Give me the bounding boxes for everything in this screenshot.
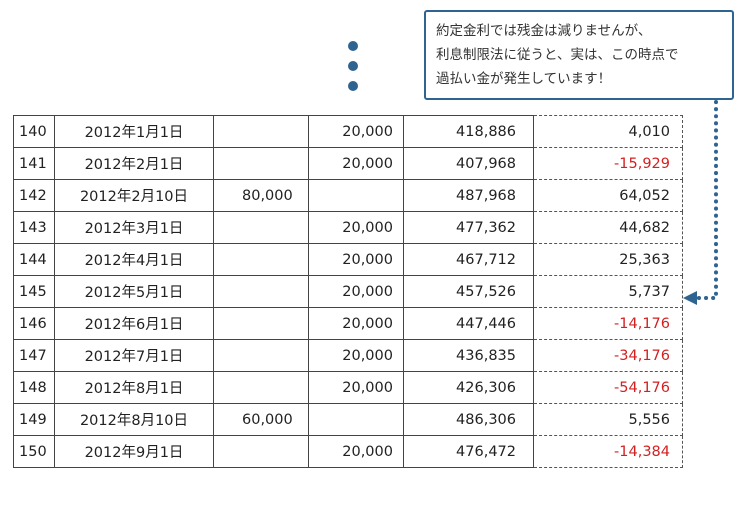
overpayment-cell: -34,176 <box>533 339 683 372</box>
balance-cell: 447,446 <box>403 307 534 340</box>
row-number-cell: 144 <box>13 243 55 276</box>
borrowing-cell <box>213 275 309 308</box>
table-row: 147 2012年7月1日 20,000 436,835 -34,176 <box>13 339 683 372</box>
borrowing-cell <box>213 211 309 244</box>
overpayment-cell: -14,384 <box>533 435 683 468</box>
table-row: 150 2012年9月1日 20,000 476,472 -14,384 <box>13 435 683 468</box>
table-row: 148 2012年8月1日 20,000 426,306 -54,176 <box>13 371 683 404</box>
row-number-cell: 145 <box>13 275 55 308</box>
borrowing-cell <box>213 307 309 340</box>
row-number-cell: 146 <box>13 307 55 340</box>
date-cell: 2012年1月1日 <box>54 115 214 148</box>
overpayment-cell: 5,556 <box>533 403 683 436</box>
date-cell: 2012年6月1日 <box>54 307 214 340</box>
balance-cell: 487,968 <box>403 179 534 212</box>
date-cell: 2012年2月1日 <box>54 147 214 180</box>
payment-cell: 20,000 <box>308 307 404 340</box>
overpayment-cell: -15,929 <box>533 147 683 180</box>
table-row: 142 2012年2月10日 80,000 487,968 64,052 <box>13 179 683 212</box>
overpayment-cell: 4,010 <box>533 115 683 148</box>
table-row: 149 2012年8月10日 60,000 486,306 5,556 <box>13 403 683 436</box>
callout-box: 約定金利では残金は減りませんが、 利息制限法に従うと、実は、この時点で 過払い金… <box>424 10 734 100</box>
row-number-cell: 148 <box>13 371 55 404</box>
date-cell: 2012年4月1日 <box>54 243 214 276</box>
connector-line <box>694 100 718 300</box>
borrowing-cell <box>213 147 309 180</box>
balance-cell: 436,835 <box>403 339 534 372</box>
table-row: 145 2012年5月1日 20,000 457,526 5,737 <box>13 275 683 308</box>
date-cell: 2012年5月1日 <box>54 275 214 308</box>
borrowing-cell: 60,000 <box>213 403 309 436</box>
row-number-cell: 149 <box>13 403 55 436</box>
date-cell: 2012年9月1日 <box>54 435 214 468</box>
balance-cell: 477,362 <box>403 211 534 244</box>
table-body: 140 2012年1月1日 20,000 418,886 4,010 141 2012年2月… <box>13 115 683 468</box>
balance-cell: 476,472 <box>403 435 534 468</box>
payment-cell: 20,000 <box>308 435 404 468</box>
payment-cell: 20,000 <box>308 211 404 244</box>
ellipsis-dot <box>348 81 358 91</box>
table-row: 143 2012年3月1日 20,000 477,362 44,682 <box>13 211 683 244</box>
table-row: 141 2012年2月1日 20,000 407,968 -15,929 <box>13 147 683 180</box>
payment-cell: 20,000 <box>308 115 404 148</box>
overpayment-cell: -54,176 <box>533 371 683 404</box>
date-cell: 2012年7月1日 <box>54 339 214 372</box>
balance-cell: 418,886 <box>403 115 534 148</box>
callout-line: 約定金利では残金は減りませんが、 <box>436 23 652 39</box>
table-row: 144 2012年4月1日 20,000 467,712 25,363 <box>13 243 683 276</box>
ellipsis-dot <box>348 61 358 71</box>
callout-line: 利息制限法に従うと、実は、この時点で <box>436 47 679 63</box>
callout-line: 過払い金が発生しています！ <box>436 71 612 87</box>
borrowing-cell <box>213 243 309 276</box>
balance-cell: 426,306 <box>403 371 534 404</box>
payment-cell: 20,000 <box>308 243 404 276</box>
date-cell: 2012年3月1日 <box>54 211 214 244</box>
row-number-cell: 142 <box>13 179 55 212</box>
payment-cell <box>308 403 404 436</box>
payment-cell: 20,000 <box>308 339 404 372</box>
table-row: 146 2012年6月1日 20,000 447,446 -14,176 <box>13 307 683 340</box>
payment-cell: 20,000 <box>308 371 404 404</box>
row-number-cell: 143 <box>13 211 55 244</box>
payment-cell: 20,000 <box>308 147 404 180</box>
arrow-left-icon <box>683 291 697 305</box>
date-cell: 2012年8月1日 <box>54 371 214 404</box>
payment-cell: 20,000 <box>308 275 404 308</box>
borrowing-cell <box>213 339 309 372</box>
borrowing-cell: 80,000 <box>213 179 309 212</box>
overpayment-cell: 25,363 <box>533 243 683 276</box>
row-number-cell: 140 <box>13 115 55 148</box>
ellipsis-dot <box>348 41 358 51</box>
date-cell: 2012年8月10日 <box>54 403 214 436</box>
overpayment-cell: 5,737 <box>533 275 683 308</box>
overpayment-cell: -14,176 <box>533 307 683 340</box>
overpayment-cell: 64,052 <box>533 179 683 212</box>
borrowing-cell <box>213 435 309 468</box>
overpayment-cell: 44,682 <box>533 211 683 244</box>
payment-cell <box>308 179 404 212</box>
balance-cell: 457,526 <box>403 275 534 308</box>
balance-cell: 407,968 <box>403 147 534 180</box>
row-number-cell: 141 <box>13 147 55 180</box>
row-number-cell: 150 <box>13 435 55 468</box>
date-cell: 2012年2月10日 <box>54 179 214 212</box>
balance-cell: 467,712 <box>403 243 534 276</box>
borrowing-cell <box>213 115 309 148</box>
table-row: 140 2012年1月1日 20,000 418,886 4,010 <box>13 115 683 148</box>
row-number-cell: 147 <box>13 339 55 372</box>
balance-cell: 486,306 <box>403 403 534 436</box>
borrowing-cell <box>213 371 309 404</box>
payment-history-table: 140 2012年1月1日 20,000 418,886 4,010 141 2012年2月… <box>13 115 683 468</box>
